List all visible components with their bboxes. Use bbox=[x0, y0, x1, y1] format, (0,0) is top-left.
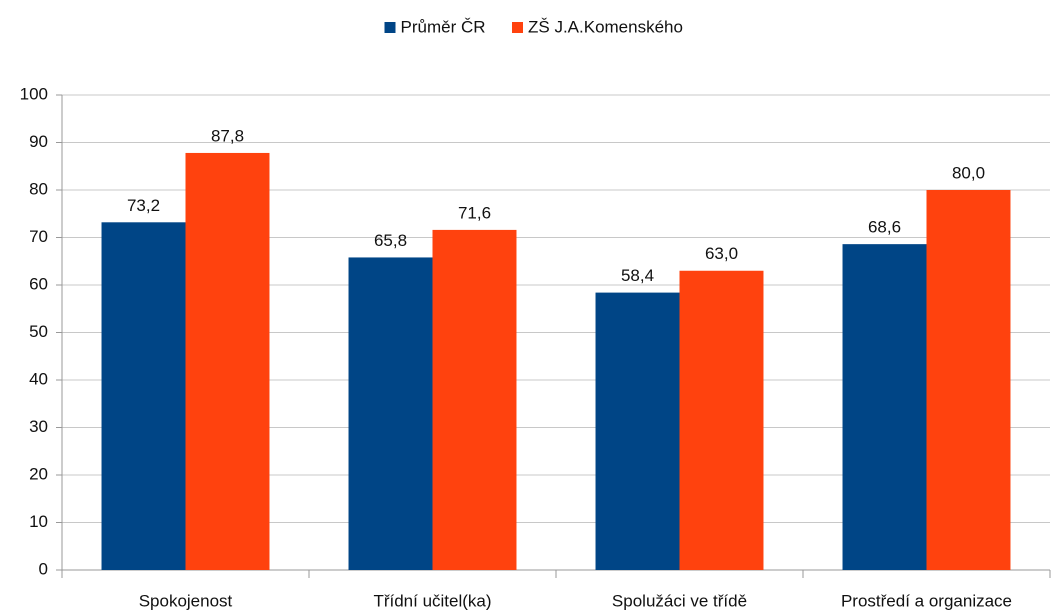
data-label: 80,0 bbox=[952, 163, 985, 182]
data-label: 87,8 bbox=[211, 126, 244, 145]
y-tick-label: 90 bbox=[29, 132, 48, 151]
data-label: 73,2 bbox=[127, 196, 160, 215]
bar bbox=[432, 229, 517, 570]
data-label: 71,6 bbox=[458, 203, 491, 222]
bar bbox=[679, 270, 764, 570]
data-label: 65,8 bbox=[374, 231, 407, 250]
y-tick-label: 70 bbox=[29, 227, 48, 246]
y-tick-label: 60 bbox=[29, 274, 48, 293]
bar bbox=[101, 222, 186, 571]
y-tick-label: 20 bbox=[29, 464, 48, 483]
legend-swatch bbox=[512, 22, 523, 33]
x-tick-label: Spolužáci ve třídě bbox=[612, 591, 747, 610]
legend-swatch bbox=[384, 22, 396, 33]
y-tick-label: 40 bbox=[29, 369, 48, 388]
x-tick-label: Třídní učitel(ka) bbox=[373, 591, 491, 610]
bar bbox=[185, 152, 270, 570]
y-tick-label: 50 bbox=[29, 322, 48, 341]
bar bbox=[348, 257, 433, 570]
data-label: 68,6 bbox=[868, 218, 901, 237]
x-tick-label: Spokojenost bbox=[139, 591, 233, 610]
data-label: 58,4 bbox=[621, 266, 654, 285]
data-label: 63,0 bbox=[705, 244, 738, 263]
y-tick-label: 100 bbox=[20, 84, 48, 103]
y-tick-label: 30 bbox=[29, 417, 48, 436]
legend-label: ZŠ J.A.Komenského bbox=[528, 17, 683, 36]
y-tick-label: 80 bbox=[29, 179, 48, 198]
bar bbox=[926, 190, 1011, 570]
legend-label: Průměr ČR bbox=[401, 17, 486, 36]
bar bbox=[842, 244, 927, 570]
y-tick-label: 0 bbox=[39, 559, 48, 578]
bar bbox=[595, 292, 680, 570]
y-tick-label: 10 bbox=[29, 512, 48, 531]
x-tick-label: Prostředí a organizace bbox=[841, 591, 1012, 610]
